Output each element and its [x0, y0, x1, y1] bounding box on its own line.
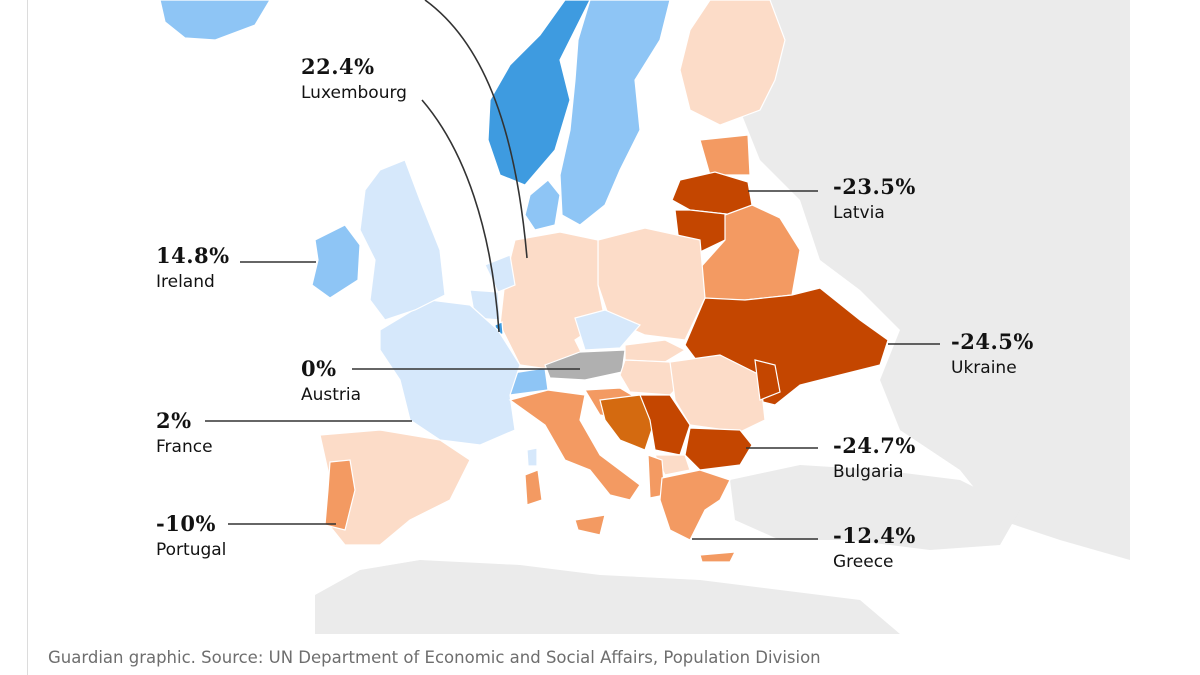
- country-greece: [659, 469, 731, 541]
- country-moldova: [754, 359, 781, 401]
- label-ireland: 14.8% Ireland: [156, 244, 230, 293]
- label-greece: -12.4% Greece: [833, 524, 916, 573]
- country-ireland: [311, 224, 361, 299]
- country-crete: [699, 551, 737, 563]
- label-bulgaria: -24.7% Bulgaria: [833, 434, 916, 483]
- country-finland: [679, 0, 786, 126]
- europe-population-change-map: [159, 0, 1130, 634]
- country-corsica: [526, 447, 538, 467]
- label-latvia-value: -23.5%: [833, 174, 916, 199]
- country-iceland: [159, 0, 271, 41]
- country-romania: [669, 354, 766, 433]
- label-portugal: -10% Portugal: [156, 512, 226, 561]
- country-france: [379, 299, 521, 446]
- country-poland: [597, 227, 706, 341]
- label-latvia: -23.5% Latvia: [833, 175, 916, 224]
- label-latvia-name: Latvia: [833, 203, 885, 223]
- label-ukraine-name: Ukraine: [951, 358, 1017, 378]
- country-sardinia: [524, 469, 543, 506]
- label-france: 2% France: [156, 409, 213, 458]
- label-bulgaria-value: -24.7%: [833, 433, 916, 458]
- label-france-value: 2%: [156, 408, 192, 433]
- label-portugal-value: -10%: [156, 511, 216, 536]
- leader-lines: [205, 0, 940, 540]
- source-caption: Guardian graphic. Source: UN Department …: [48, 648, 821, 667]
- label-austria-name: Austria: [301, 385, 362, 405]
- background-land: [315, 0, 1130, 634]
- label-austria-value: 0%: [301, 356, 337, 381]
- country-italy: [508, 389, 641, 501]
- label-bulgaria-name: Bulgaria: [833, 462, 904, 482]
- label-austria: 0% Austria: [301, 357, 361, 406]
- country-uk: [359, 159, 446, 321]
- country-slovakia: [624, 339, 687, 363]
- russia-region: [740, 0, 1130, 560]
- label-luxembourg-value: 22.4%: [301, 54, 375, 79]
- country-sicily: [574, 514, 606, 536]
- label-greece-value: -12.4%: [833, 523, 916, 548]
- figure-border: [27, 0, 28, 675]
- turkey-region: [730, 465, 1020, 550]
- country-portugal: [324, 459, 356, 531]
- country-bulgaria: [684, 427, 753, 471]
- country-czechia: [574, 309, 641, 351]
- label-luxembourg-name: Luxembourg: [301, 83, 407, 103]
- countries: [159, 0, 889, 563]
- label-ireland-name: Ireland: [156, 272, 215, 292]
- country-estonia: [699, 134, 751, 176]
- leader-luxembourg: [421, 99, 500, 333]
- country-denmark: [524, 179, 561, 231]
- label-ukraine-value: -24.5%: [951, 329, 1034, 354]
- country-sweden: [559, 0, 671, 226]
- north-africa: [315, 560, 900, 634]
- label-france-name: France: [156, 437, 213, 457]
- label-luxembourg: 22.4% Luxembourg: [301, 55, 407, 104]
- country-norway: [487, 0, 591, 186]
- label-portugal-name: Portugal: [156, 540, 227, 560]
- country-latvia: [671, 171, 753, 216]
- country-germany: [499, 231, 606, 371]
- arctic-islands: [830, 0, 880, 25]
- label-ireland-value: 14.8%: [156, 243, 230, 268]
- label-ukraine: -24.5% Ukraine: [951, 330, 1034, 379]
- label-greece-name: Greece: [833, 552, 894, 572]
- leader-norway: [424, 0, 528, 259]
